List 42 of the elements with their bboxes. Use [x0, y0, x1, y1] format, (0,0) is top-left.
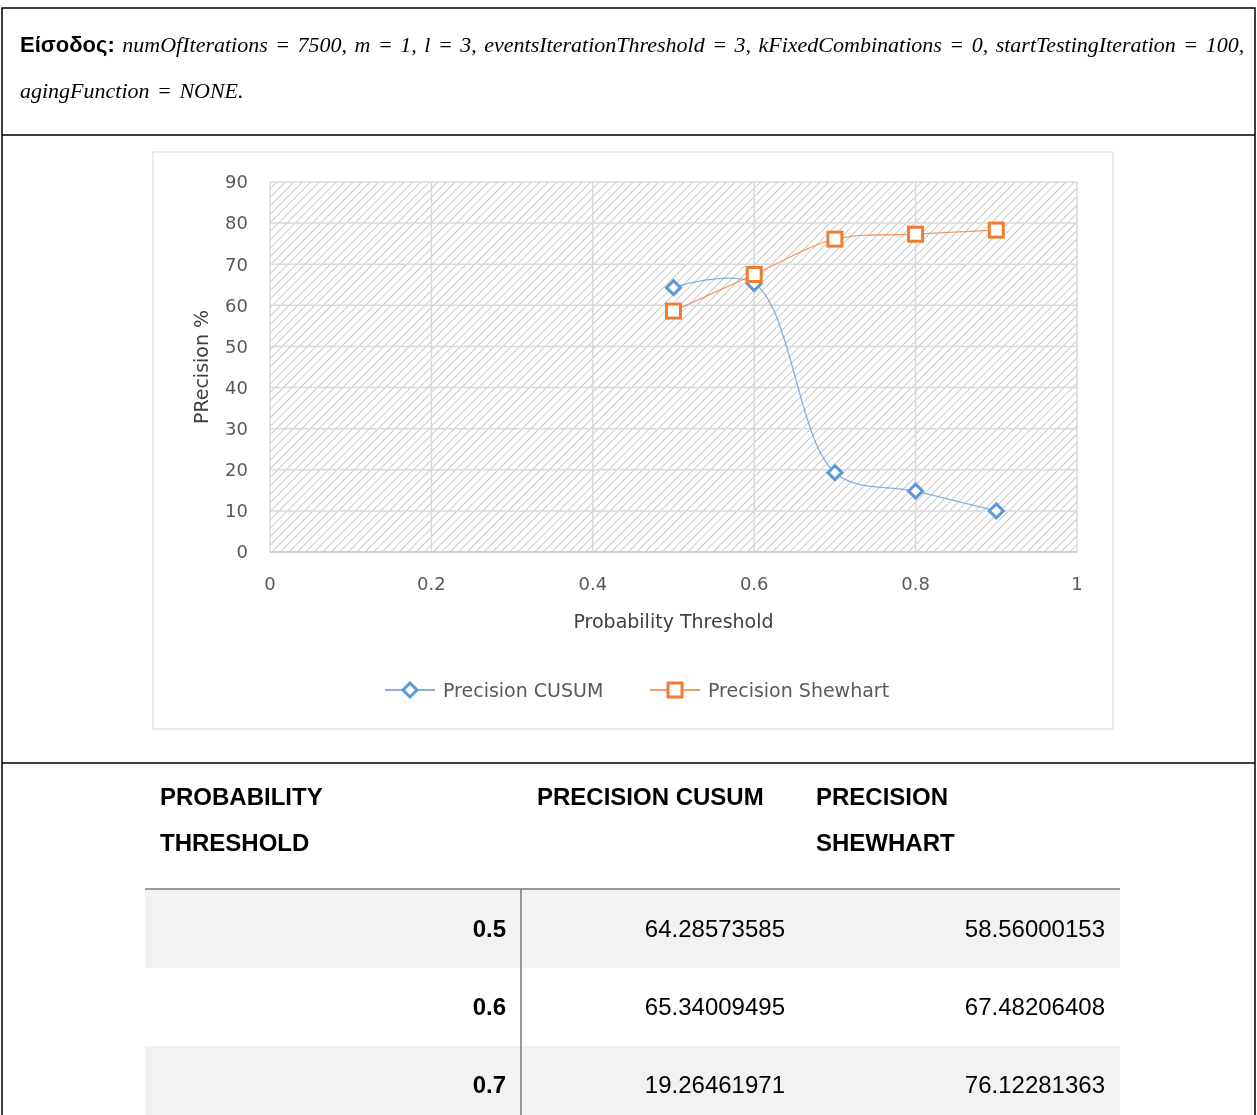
- point: [826, 230, 844, 248]
- y-tick-label: 10: [225, 500, 248, 522]
- y-axis-title: PRecision %: [190, 309, 212, 425]
- y-tick-label: 0: [236, 541, 248, 563]
- x-tick-label: 0.2: [417, 573, 446, 594]
- legend-label: Precision CUSUM: [443, 678, 604, 701]
- text: 0.6: [472, 993, 506, 1021]
- x-tick-label: 0.8: [901, 573, 930, 594]
- legend-label: Precision Shewhart: [708, 678, 890, 701]
- point: [987, 502, 1005, 520]
- x-tick-label: 0.6: [739, 573, 769, 594]
- x-tick-label: 0: [264, 573, 276, 594]
- chart-title: Είσοδος: numOfIterations = 7500, m = 1, l = 3, eventsIterationThreshold = 3, kFixedCombinations = 0, startTestingIteration = 100, agingFunction = NONE.: [20, 31, 1246, 105]
- x-tick-label: 0.4: [578, 573, 608, 594]
- text: 67.48206408: [964, 993, 1105, 1021]
- y-tick-label: 90: [225, 171, 248, 193]
- point: [987, 221, 1005, 239]
- text: 64.28573585: [644, 915, 785, 943]
- point: [907, 225, 925, 243]
- point: [665, 302, 682, 320]
- point: [665, 279, 682, 297]
- text: 76.12281363: [964, 1071, 1105, 1099]
- y-tick-label: 40: [225, 376, 248, 398]
- y-tick-label: 70: [225, 253, 248, 275]
- point: [745, 266, 763, 283]
- point: [907, 482, 925, 500]
- text: 0.5: [472, 915, 506, 943]
- text: 58.56000153: [964, 915, 1105, 943]
- y-tick-label: 20: [225, 459, 248, 481]
- y-tick-label: 50: [225, 335, 248, 357]
- text: 65.34009495: [644, 993, 785, 1021]
- x-tick-label: 1: [1071, 573, 1083, 594]
- y-tick-label: 30: [225, 417, 248, 439]
- text: 19.26461971: [644, 1071, 785, 1099]
- point: [826, 464, 844, 482]
- y-tick-label: 80: [225, 212, 248, 234]
- text: PRECISION SHEWHART: [816, 783, 955, 856]
- text: PROBABILITY THRESHOLD: [160, 783, 323, 856]
- text: PRECISION CUSUM: [537, 783, 764, 810]
- text: 0.7: [472, 1071, 506, 1099]
- y-tick-label: 60: [225, 294, 248, 316]
- x-axis-title: Probability Threshold: [573, 610, 774, 632]
